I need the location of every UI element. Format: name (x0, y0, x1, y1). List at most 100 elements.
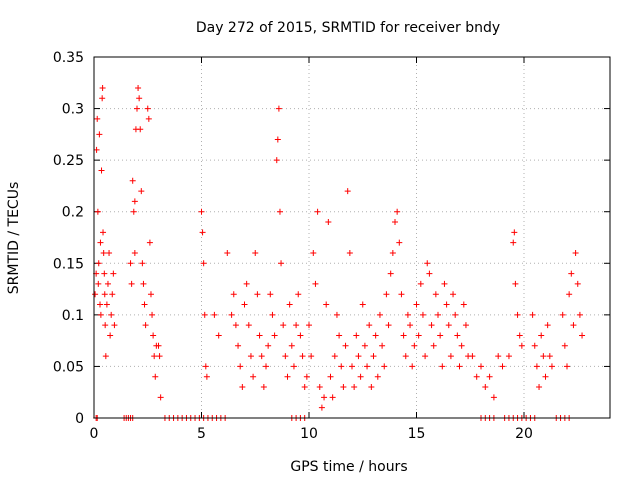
data-point (325, 219, 332, 226)
data-point (97, 311, 104, 318)
data-point (456, 363, 463, 370)
data-point (321, 394, 328, 401)
data-point (564, 363, 570, 370)
data-point (490, 394, 497, 401)
data-point (561, 342, 568, 349)
data-point (428, 322, 435, 329)
data-point (342, 342, 349, 349)
y-tick-label: 0.2 (62, 205, 84, 221)
data-point (286, 301, 293, 308)
data-point (107, 332, 114, 339)
data-point (99, 95, 106, 102)
data-point (101, 291, 108, 298)
data-point (392, 219, 398, 226)
data-point (346, 249, 353, 256)
data-point (419, 311, 426, 318)
data-point (102, 353, 109, 360)
data-point (445, 322, 452, 329)
data-point (201, 311, 208, 318)
data-point (355, 353, 362, 360)
data-point (376, 311, 383, 318)
data-point (344, 188, 351, 195)
data-point (95, 280, 102, 287)
tick-layer: 0 0.05 0.1 0.15 0.2 0.25 0.3 0.35 0 5 10 15 20 (53, 50, 610, 442)
data-point (432, 291, 439, 298)
data-point (413, 301, 420, 308)
data-point (274, 136, 281, 143)
data-point (155, 342, 162, 349)
data-point (104, 280, 111, 287)
data-point (263, 363, 269, 370)
data-point (426, 270, 433, 277)
data-point (101, 270, 108, 277)
data-point (538, 332, 545, 339)
data-point (478, 363, 484, 370)
data-point (241, 301, 248, 308)
data-point (394, 208, 401, 215)
data-point (447, 353, 454, 360)
data-point (511, 229, 518, 236)
data-point (353, 332, 360, 339)
data-point (109, 291, 116, 298)
data-point (142, 322, 149, 329)
data-point (97, 239, 104, 246)
data-point (454, 332, 461, 339)
data-point (144, 105, 151, 112)
data-point (370, 353, 377, 360)
data-point (293, 322, 300, 329)
data-point (381, 363, 388, 370)
data-point (127, 260, 134, 267)
data-point (271, 332, 278, 339)
data-point (228, 311, 235, 318)
data-point (111, 322, 118, 329)
data-point (312, 280, 319, 287)
data-point (306, 322, 312, 329)
data-point (146, 239, 153, 246)
data-point (136, 95, 143, 102)
data-point (518, 342, 525, 349)
data-point (450, 291, 457, 298)
data-point (349, 363, 355, 370)
data-point (230, 291, 237, 298)
x-tick-label: 20 (515, 426, 533, 442)
data-point (129, 177, 136, 184)
data-point (152, 373, 159, 380)
y-tick-label: 0 (75, 411, 84, 427)
data-point (308, 353, 315, 360)
data-point (100, 249, 107, 256)
data-point (134, 105, 140, 112)
data-point (273, 157, 280, 164)
data-point (329, 394, 336, 401)
data-point (415, 332, 422, 339)
data-point (256, 332, 263, 339)
data-point (531, 342, 538, 349)
data-point (385, 322, 392, 329)
data-point (260, 384, 267, 391)
data-point (267, 291, 274, 298)
data-point (579, 332, 586, 339)
data-point (327, 373, 334, 380)
y-tick-label: 0.05 (53, 359, 84, 375)
data-point (340, 384, 347, 391)
data-point (458, 342, 465, 349)
data-point (301, 384, 308, 391)
data-point (108, 311, 115, 318)
data-point (141, 301, 148, 308)
data-point (331, 353, 338, 360)
data-point (290, 363, 297, 370)
data-point (460, 301, 467, 308)
data-point (443, 301, 450, 308)
data-point (278, 260, 285, 267)
data-point (548, 363, 555, 370)
y-axis-label: SRMTID / TECUs (6, 182, 22, 295)
data-point (441, 280, 448, 287)
data-point (396, 239, 403, 246)
data-point (94, 208, 101, 215)
data-point (131, 249, 138, 256)
data-point (95, 260, 102, 267)
data-point (540, 353, 547, 360)
data-point (566, 291, 573, 298)
data-point (411, 342, 418, 349)
data-point (96, 131, 103, 138)
data-point (156, 353, 163, 360)
